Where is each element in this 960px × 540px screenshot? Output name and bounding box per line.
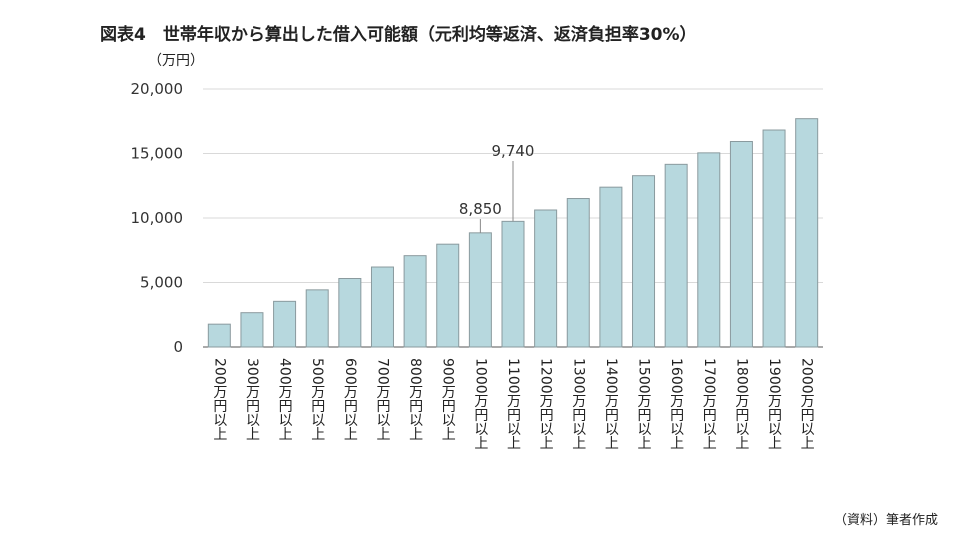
x-tick-label: 400万円以上: [277, 358, 293, 441]
bar: [207, 323, 231, 348]
data-label: 8,850: [459, 200, 502, 218]
x-tick-label: 900万円以上: [440, 358, 456, 441]
x-tick-label: 800万円以上: [407, 358, 423, 441]
bar: [664, 163, 688, 348]
chart-title: 図表4 世帯年収から算出した借入可能額（元利均等返済、返済負担率30%）: [100, 25, 697, 45]
bar: [370, 266, 394, 348]
bar: [468, 232, 492, 348]
y-axis-unit-label: （万円）: [148, 53, 204, 69]
bar: [534, 209, 558, 348]
x-tick-label: 2000万円以上: [799, 358, 815, 450]
bar: [501, 220, 525, 348]
bar: [273, 300, 297, 348]
bar: [305, 289, 329, 348]
bar: [729, 141, 753, 348]
x-tick-label: 500万円以上: [309, 358, 325, 441]
bar: [436, 243, 460, 348]
x-tick-label: 1700万円以上: [701, 358, 717, 450]
x-tick-label: 1100万円以上: [505, 358, 521, 450]
x-tick-label: 700万円以上: [374, 358, 390, 441]
source-note: （資料）筆者作成: [833, 513, 938, 528]
bar: [566, 198, 590, 348]
x-tick-label: 300万円以上: [244, 358, 260, 441]
y-tick-label: 10,000: [131, 209, 184, 227]
y-tick-label: 5,000: [140, 274, 183, 292]
x-tick-label: 1900万円以上: [766, 358, 782, 450]
bar: [795, 118, 819, 348]
bar: [697, 152, 721, 348]
x-tick-label: 1400万円以上: [603, 358, 619, 450]
bar: [240, 312, 264, 348]
bar: [338, 278, 362, 348]
x-tick-label: 1000万円以上: [472, 358, 488, 450]
data-label: 9,740: [492, 142, 535, 160]
x-tick-label: 600万円以上: [342, 358, 358, 441]
bar: [599, 186, 623, 348]
y-tick-label: 0: [173, 338, 183, 356]
y-tick-label: 15,000: [131, 145, 184, 163]
x-tick-label: 200万円以上: [211, 358, 227, 441]
bar: [762, 129, 786, 348]
x-tick-label: 1300万円以上: [570, 358, 586, 450]
x-tick-label: 1800万円以上: [733, 358, 749, 450]
x-tick-label: 1200万円以上: [538, 358, 554, 450]
bar: [403, 255, 427, 348]
x-tick-label: 1600万円以上: [668, 358, 684, 450]
x-tick-label: 1500万円以上: [636, 358, 652, 450]
bar: [632, 175, 656, 348]
y-tick-label: 20,000: [131, 80, 184, 98]
